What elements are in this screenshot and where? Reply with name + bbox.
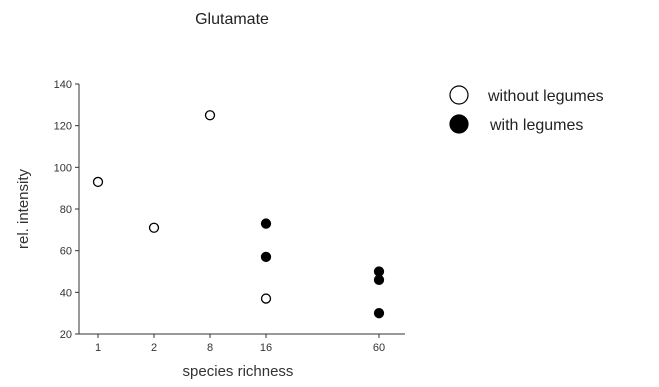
y-axis-ticks: 20 40 60 80 100 120 140 [54, 79, 79, 341]
y-tick-label: 40 [60, 287, 72, 299]
y-tick-label: 120 [54, 121, 72, 133]
data-point-without-legumes [260, 293, 272, 304]
data-points [92, 110, 385, 319]
data-point-with-legumes [260, 251, 272, 263]
y-tick-label: 140 [54, 79, 72, 91]
x-tick-label: 16 [260, 342, 272, 354]
chart-title: Glutamate [195, 11, 269, 28]
y-tick-label: 60 [60, 246, 72, 258]
legend: without legumes with legumes [449, 85, 604, 134]
legend-label-without-legumes: without legumes [487, 88, 604, 105]
legend-marker-with-legumes [449, 114, 469, 134]
data-point-with-legumes [373, 274, 385, 285]
data-point-with-legumes [373, 308, 385, 319]
x-axis-ticks: 1 2 8 16 60 [95, 334, 385, 354]
x-axis-title: species richness [183, 363, 294, 380]
y-axis-title: rel. intensity [15, 168, 32, 249]
legend-marker-without-legumes [449, 85, 469, 105]
data-point-with-legumes [260, 218, 272, 229]
y-tick-label: 100 [54, 162, 72, 174]
x-tick-label: 8 [207, 342, 213, 354]
data-point-without-legumes [92, 176, 104, 188]
data-point-without-legumes [204, 110, 216, 121]
x-tick-label: 2 [151, 342, 157, 354]
x-tick-label: 1 [95, 342, 101, 354]
data-point-with-legumes [373, 266, 385, 277]
x-tick-label: 60 [373, 342, 385, 354]
y-tick-label: 80 [60, 204, 72, 216]
legend-label-with-legumes: with legumes [489, 117, 583, 134]
data-point-without-legumes [148, 222, 160, 233]
y-tick-label: 20 [60, 329, 72, 341]
